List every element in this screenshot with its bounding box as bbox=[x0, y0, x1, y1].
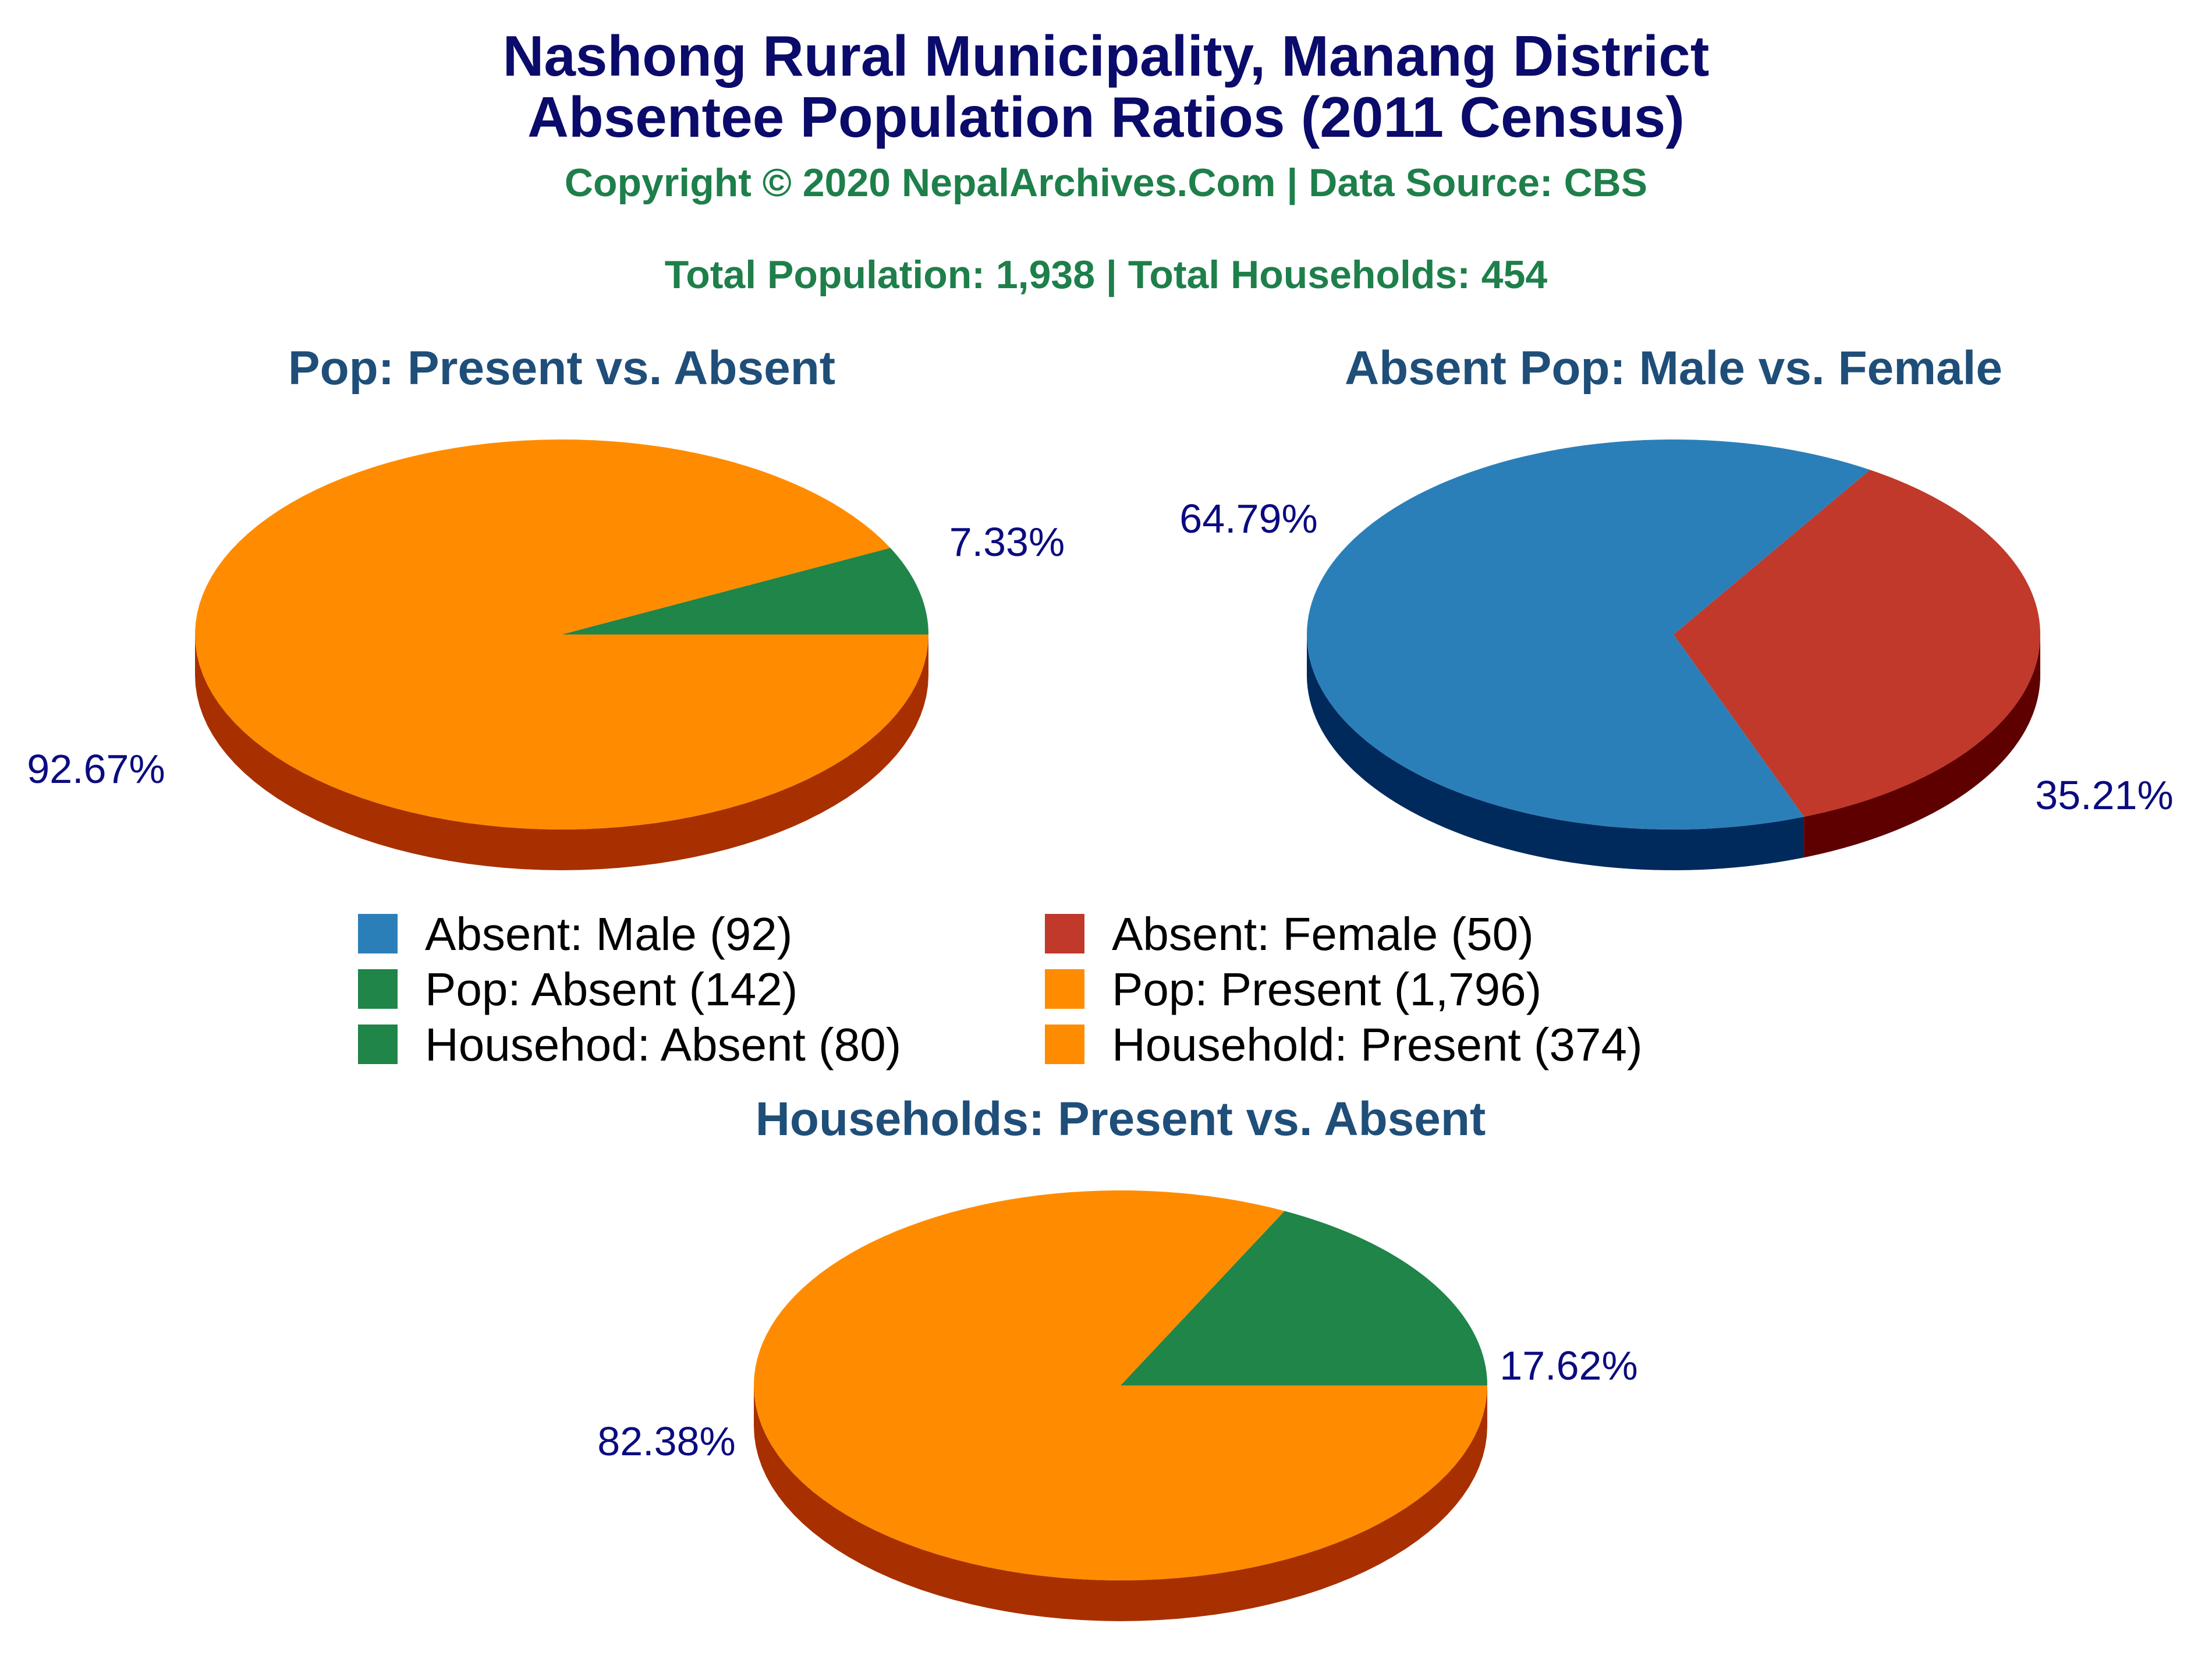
totals-summary: Total Population: 1,938 | Total Househol… bbox=[664, 253, 1548, 297]
pie-slice-2 bbox=[754, 1190, 1487, 1580]
legend-item: Absent: Female (50) bbox=[1045, 908, 1534, 960]
legend-label: Househod: Absent (80) bbox=[425, 1019, 901, 1070]
pie-chart-3: Households: Present vs. Absent 17.62% 82.3… bbox=[597, 1093, 1638, 1621]
pie-title: Households: Present vs. Absent bbox=[756, 1093, 1486, 1146]
pie-chart-1: Pop: Present vs. Absent 7.33% 92.67% bbox=[27, 342, 1065, 870]
pie-percent-label: 35.21% bbox=[2035, 772, 2173, 818]
pie-slice-1 bbox=[562, 548, 928, 634]
legend-swatch bbox=[358, 1025, 398, 1064]
legend: Absent: Male (92) Absent: Female (50)Pop:… bbox=[358, 908, 1643, 1070]
legend-item: Pop: Present (1,796) bbox=[1045, 963, 1541, 1015]
pie-percent-label: 7.33% bbox=[949, 519, 1065, 565]
legend-label: Absent: Male (92) bbox=[425, 908, 792, 960]
pie-title: Pop: Present vs. Absent bbox=[288, 342, 835, 395]
legend-label: Absent: Female (50) bbox=[1112, 908, 1534, 960]
pie-side-walls bbox=[195, 634, 928, 870]
legend-swatch bbox=[358, 914, 398, 953]
pie-side-2 bbox=[754, 1385, 1487, 1621]
pie-slice-1 bbox=[1307, 439, 1870, 830]
pie-side-walls bbox=[754, 1385, 1487, 1621]
pie-percent-label: 64.79% bbox=[1179, 496, 1317, 541]
pie-slice-2 bbox=[195, 439, 928, 830]
pie-percent-label: 17.62% bbox=[1500, 1343, 1637, 1388]
chart-title-line-1: Nashong Rural Municipality, Manang Distr… bbox=[502, 24, 1710, 88]
legend-label: Pop: Absent (142) bbox=[425, 963, 797, 1015]
legend-item: Househod: Absent (80) bbox=[358, 1019, 901, 1070]
legend-item: Household: Present (374) bbox=[1045, 1019, 1643, 1070]
legend-item: Absent: Male (92) bbox=[358, 908, 792, 960]
legend-swatch bbox=[1045, 914, 1084, 953]
pie-slice-1 bbox=[1121, 1211, 1487, 1385]
legend-swatch bbox=[358, 969, 398, 1009]
legend-label: Household: Present (374) bbox=[1112, 1019, 1643, 1070]
chart-title-line-2: Absentee Population Ratios (2011 Census) bbox=[527, 85, 1685, 149]
legend-label: Pop: Present (1,796) bbox=[1112, 963, 1541, 1015]
pie-chart-2: Absent Pop: Male vs. Female 64.79% 35.21% bbox=[1179, 342, 2174, 870]
copyright-note: Copyright © 2020 NepalArchives.Com | Dat… bbox=[564, 161, 1648, 205]
pie-percent-label: 82.38% bbox=[597, 1419, 735, 1464]
pie-side-2 bbox=[195, 634, 928, 870]
pie-side-walls bbox=[1307, 634, 2040, 870]
pie-slice-2 bbox=[1674, 470, 2040, 817]
legend-swatch bbox=[1045, 1025, 1084, 1064]
pie-charts: Pop: Present vs. Absent 7.33% 92.67% Absent… bbox=[27, 342, 2174, 1621]
pie-side-1 bbox=[1307, 634, 1805, 870]
pie-percent-label: 92.67% bbox=[27, 746, 165, 792]
pie-side-2 bbox=[1804, 634, 2040, 858]
legend-swatch bbox=[1045, 969, 1084, 1009]
pie-title: Absent Pop: Male vs. Female bbox=[1345, 342, 2002, 395]
legend-item: Pop: Absent (142) bbox=[358, 963, 797, 1015]
